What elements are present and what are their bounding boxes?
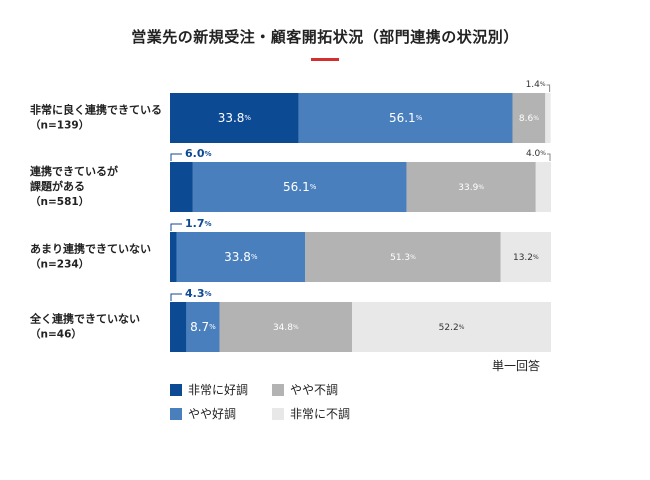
legend-swatch	[272, 383, 284, 396]
category-label: 連携できているが	[30, 164, 118, 178]
bar-segment-very-good	[170, 162, 193, 212]
data-label-very-poor: 4.0%	[526, 149, 546, 159]
category-label: 全く連携できていない	[29, 312, 140, 326]
legend-swatch	[272, 407, 284, 420]
data-label-somewhat-poor: 8.6%	[519, 114, 539, 124]
category-n-label: （n=46）	[30, 328, 82, 341]
data-label-very-good: 33.8%	[218, 111, 252, 125]
bar-segment-somewhat-poor	[406, 162, 536, 212]
bar-segment-somewhat-poor	[512, 93, 546, 143]
data-label-somewhat-good: 8.7%	[190, 320, 216, 334]
bar-segment-very-poor	[545, 93, 551, 143]
legend-item-very-good: 非常に好調	[170, 381, 248, 398]
legend-label: やや不調	[290, 383, 339, 397]
answer-type-note: 単一回答	[492, 359, 541, 373]
legend-label: 非常に不調	[290, 407, 351, 421]
data-label-somewhat-good: 33.8%	[224, 250, 258, 264]
category-n-label: （n=581）	[30, 195, 89, 208]
bar-segment-somewhat-poor	[219, 302, 353, 352]
data-label-very-good: 4.3%	[185, 287, 212, 300]
data-label-somewhat-poor: 33.9%	[458, 183, 484, 193]
category-n-label: （n=139）	[30, 119, 89, 132]
bar-segment-somewhat-good	[192, 162, 407, 212]
title-underline	[311, 58, 339, 61]
data-label-somewhat-poor: 51.3%	[390, 253, 416, 263]
category-label: 非常に良く連携できている	[30, 103, 162, 117]
bar-segment-very-poor	[535, 162, 551, 212]
bar-segment-very-poor	[352, 302, 551, 352]
category-label: 課題がある	[30, 179, 85, 193]
bar-segment-very-good	[170, 93, 299, 143]
data-label-very-poor: 1.4%	[526, 80, 546, 90]
chart-title: 営業先の新規受注・顧客開拓状況（部門連携の状況別）	[131, 28, 519, 46]
legend-item-somewhat-good: やや好調	[170, 405, 236, 422]
bar-segment-somewhat-good	[176, 232, 306, 282]
data-label-very-good: 1.7%	[185, 217, 212, 230]
legend-label: 非常に好調	[188, 383, 249, 397]
callout-bracket	[170, 223, 182, 231]
legend-item-somewhat-poor: やや不調	[272, 381, 338, 398]
bar-segment-very-poor	[500, 232, 551, 282]
data-label-very-good: 6.0%	[185, 147, 212, 160]
bar-segment-very-good	[170, 302, 187, 352]
bar-segment-somewhat-poor	[305, 232, 501, 282]
bar-segment-somewhat-good	[298, 93, 513, 143]
data-label-somewhat-good: 56.1%	[389, 111, 423, 125]
data-label-very-poor: 13.2%	[513, 253, 539, 263]
data-label-somewhat-poor: 34.8%	[273, 323, 299, 333]
callout-bracket	[546, 84, 551, 92]
bar-segment-very-good	[170, 232, 177, 282]
legend-item-very-poor: 非常に不調	[272, 405, 350, 422]
legend-label: やや好調	[188, 407, 237, 421]
bar-segment-somewhat-good	[186, 302, 220, 352]
category-label: あまり連携できていない	[30, 242, 151, 256]
callout-bracket	[170, 153, 182, 161]
data-label-somewhat-good: 56.1%	[283, 180, 317, 194]
legend-swatch	[170, 407, 182, 420]
callout-bracket	[547, 153, 551, 161]
category-n-label: （n=234）	[30, 258, 89, 271]
legend-swatch	[170, 383, 182, 396]
callout-bracket	[170, 293, 182, 301]
data-label-very-poor: 52.2%	[439, 323, 465, 333]
